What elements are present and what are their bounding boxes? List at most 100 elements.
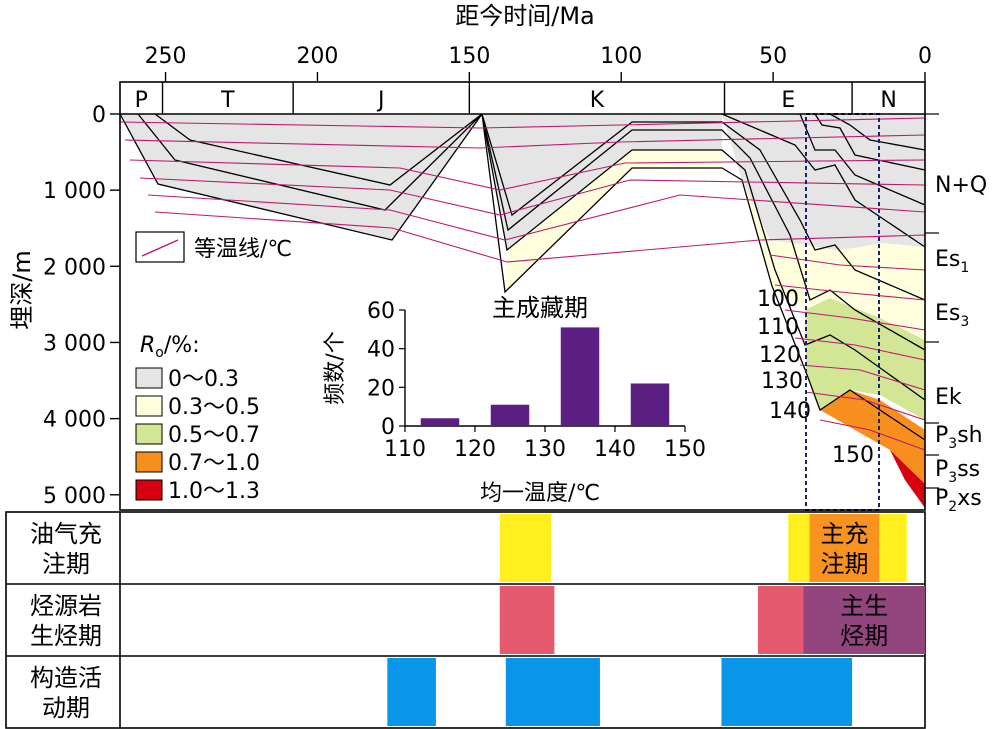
ro-zone-2 (805, 298, 925, 420)
event-bar-2-2 (721, 658, 853, 726)
ro-legend-label-3: 0.7～1.0 (168, 451, 260, 476)
strata-sub: 1 (960, 260, 969, 276)
event-row-label-1-0: 烃源岩 (30, 592, 102, 620)
strata-label-3: Ek (935, 385, 962, 410)
strata-main: Es (935, 301, 960, 326)
inset-y-tick-label-60: 60 (367, 299, 395, 324)
event-row-label-2-0: 构造活 (30, 664, 102, 692)
ro-legend-label-4: 1.0～1.3 (168, 479, 260, 504)
ro-zone-0-early (120, 114, 482, 240)
inset-x-tick-label-110: 110 (384, 437, 426, 462)
strata-label-6: P2xs (935, 486, 982, 515)
period-label-K: K (590, 88, 605, 113)
event-bar-1-0 (499, 586, 555, 654)
inset-bar-120~130 (490, 404, 530, 426)
event-bar-2-1 (505, 658, 600, 726)
inset-title: 主成藏期 (492, 294, 588, 322)
isotherm-label-110: 110 (757, 315, 799, 340)
y-tick-label-0: 0 (92, 103, 106, 128)
strata-tail: sh (957, 423, 982, 448)
isotherm-label-150: 150 (832, 443, 874, 468)
event-bar-label-1-2-0: 主生 (840, 592, 888, 620)
x-axis-title: 距今时间/Ma (455, 2, 595, 30)
ro-title-suffix: /%: (164, 333, 200, 358)
plot-frame (119, 81, 926, 511)
event-row-label-0-0: 油气充 (30, 520, 102, 548)
y-tick-label-4000: 4 000 (43, 408, 106, 433)
ro-zone-3 (820, 390, 925, 484)
x-tick-label-100: 100 (600, 44, 642, 69)
strata-main: N+Q (935, 173, 987, 198)
strata-tail: ss (957, 457, 980, 482)
isotherm-label-140: 140 (769, 399, 811, 424)
x-tick-label-150: 150 (448, 44, 490, 69)
inset-y-axis-title: 频数/个 (323, 331, 348, 404)
y-tick-label-5000: 5 000 (43, 484, 106, 509)
strata-main: P (935, 457, 948, 482)
isotherm-legend-label: 等温线/℃ (194, 237, 292, 262)
ro-legend-swatch-1 (135, 395, 163, 417)
event-bar-label-1-2-1: 烃期 (840, 622, 888, 650)
isotherm-legend-line (141, 239, 179, 257)
strata-sub: 3 (960, 314, 969, 330)
period-label-P: P (135, 88, 148, 113)
ro-zone-0-late (722, 114, 925, 250)
ro-legend-swatch-2 (135, 423, 163, 445)
strata-main: Es (935, 247, 960, 272)
period-label-T: T (220, 88, 235, 113)
inset-x-tick-label-130: 130 (524, 437, 566, 462)
strata-main: Ek (935, 385, 962, 410)
y-axis-title: 埋深/m (8, 250, 36, 329)
event-bar-0-2 (809, 514, 880, 582)
isotherm-label-130: 130 (761, 369, 803, 394)
inset-x-tick-label-120: 120 (454, 437, 496, 462)
isotherm-legend-swatch (135, 231, 185, 263)
strata-label-5: P3ss (935, 457, 980, 486)
inset-bar-110~120 (420, 418, 460, 426)
strata-tail: xs (957, 486, 981, 511)
inset-bar-140~150 (630, 383, 670, 426)
event-bar-2-0 (387, 658, 436, 726)
ro-title-sub: o (155, 345, 164, 361)
ro-zone-0-mid (482, 114, 722, 250)
ro-legend-label-2: 0.5～0.7 (168, 423, 260, 448)
event-bar-0-0 (499, 514, 552, 582)
event-bar-label-0-2-0: 主充 (821, 520, 869, 548)
event-row-label-1-1: 生烃期 (30, 622, 102, 650)
inset-y-tick-label-0: 0 (381, 415, 395, 440)
x-tick-label-250: 250 (145, 44, 187, 69)
y-tick-label-2000: 2 000 (43, 255, 106, 280)
ro-legend-label-1: 0.3～0.5 (168, 395, 260, 420)
isotherm-label-120: 120 (759, 343, 801, 368)
inset-x-tick-label-150: 150 (664, 437, 706, 462)
event-bar-1-1 (757, 586, 804, 654)
ro-legend-swatch-3 (135, 451, 163, 473)
event-bar-1-2 (803, 586, 925, 654)
ro-legend-title: Ro/%: (140, 333, 200, 361)
period-label-J: J (376, 88, 385, 113)
strata-label-2: Es3 (935, 301, 969, 330)
strata-sub: 2 (948, 499, 957, 515)
x-tick-label-200: 200 (296, 44, 338, 69)
isotherm-label-100: 100 (757, 287, 799, 312)
inset-y-tick-label-40: 40 (367, 338, 395, 363)
event-row-label-2-1: 动期 (42, 694, 90, 722)
period-label-N: N (880, 88, 896, 113)
strata-label-1: Es1 (935, 247, 969, 276)
inset-x-axis-title: 均一温度/℃ (480, 481, 600, 506)
y-tick-label-1000: 1 000 (43, 179, 106, 204)
ro-legend-swatch-4 (135, 479, 163, 501)
ro-legend-swatch-0 (135, 367, 163, 389)
inset-bar-130~140 (560, 327, 600, 426)
inset-y-tick-label-20: 20 (367, 376, 395, 401)
ro-zone-1-cret (505, 150, 722, 292)
ro-title-R: R (140, 333, 155, 358)
inset-x-tick-label-140: 140 (594, 437, 636, 462)
strata-sub: 3 (948, 436, 957, 452)
isotherms (119, 117, 926, 451)
period-label-E: E (781, 88, 795, 113)
event-bar-label-0-2-1: 注期 (821, 550, 869, 578)
strata-main: P (935, 423, 948, 448)
